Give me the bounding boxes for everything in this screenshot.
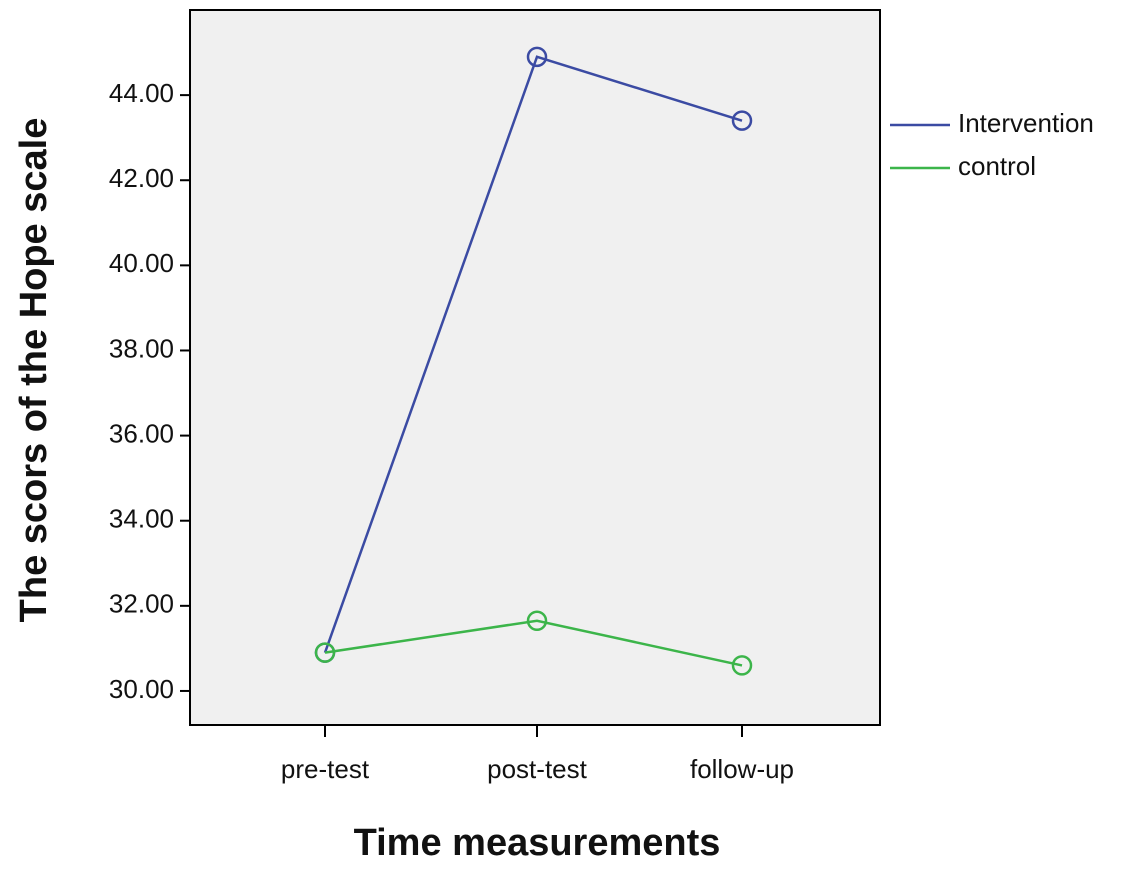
y-tick-label: 38.00: [109, 333, 174, 363]
x-axis-title: Time measurements: [354, 822, 721, 864]
x-tick-label: follow-up: [690, 754, 794, 784]
point-marker: [526, 46, 548, 68]
y-axis-title: The scors of the Hope scale: [13, 118, 55, 623]
x-tick-label: pre-test: [281, 754, 370, 784]
point-marker: [731, 655, 753, 676]
point-marker: [731, 110, 753, 131]
y-tick-label: 34.00: [109, 504, 174, 534]
legend-label: control: [958, 151, 1036, 181]
plot-area: [189, 9, 881, 726]
y-tick-label: 42.00: [109, 163, 174, 193]
x-tick-label: post-test: [487, 754, 587, 784]
y-tick-label: 36.00: [109, 418, 174, 448]
series-line: [323, 55, 743, 654]
series-line: [324, 619, 743, 667]
legend-label: Intervention: [958, 108, 1094, 138]
y-tick-label: 40.00: [109, 248, 174, 278]
y-tick-label: 44.00: [109, 78, 174, 108]
point-marker: [314, 642, 336, 663]
y-tick-label: 30.00: [109, 674, 174, 704]
point-marker: [526, 610, 548, 631]
y-tick-label: 32.00: [109, 589, 174, 619]
